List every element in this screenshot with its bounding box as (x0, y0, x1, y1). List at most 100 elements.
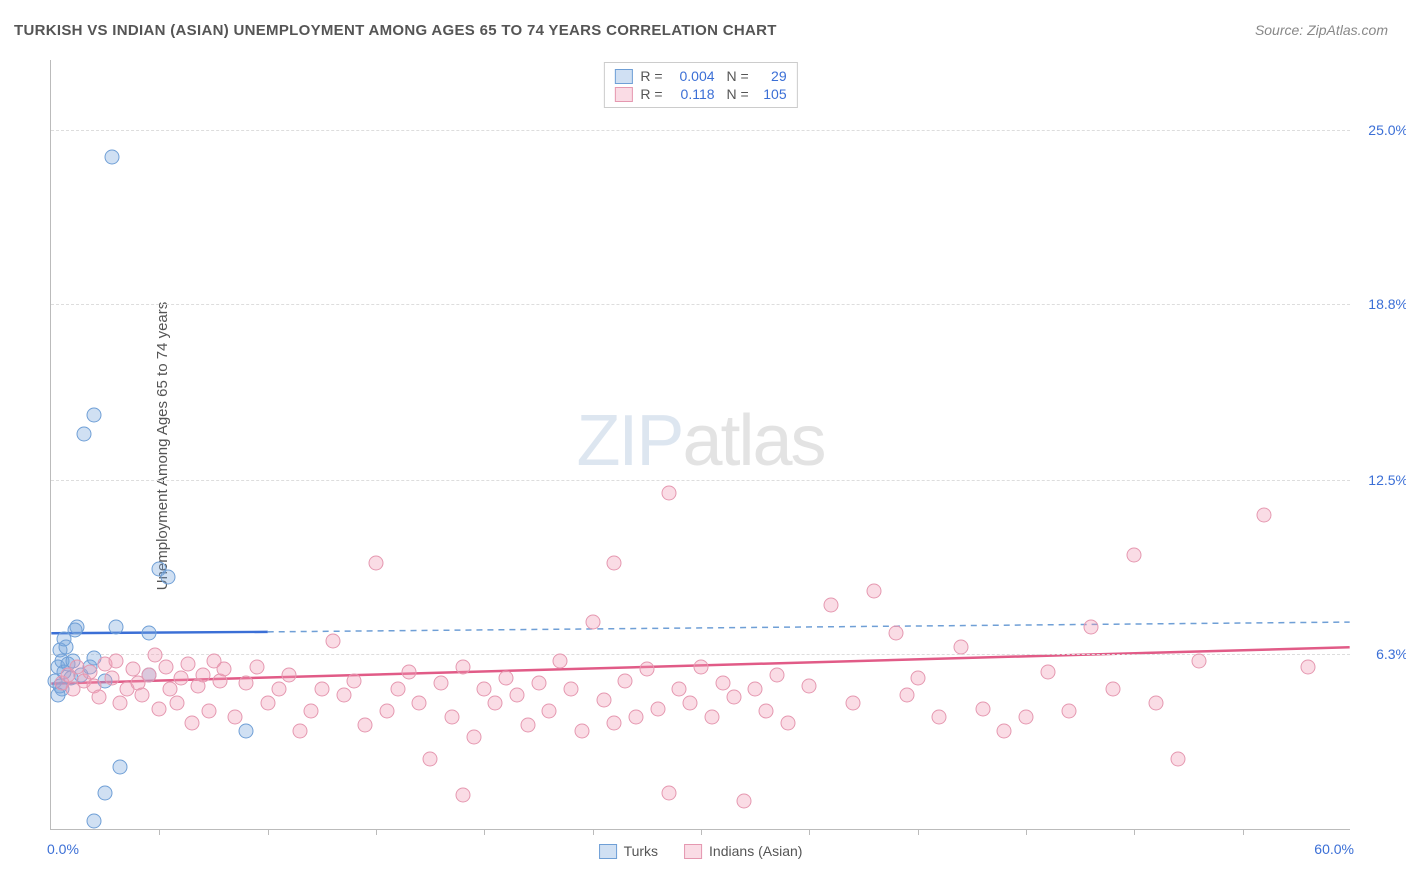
scatter-point-indians (499, 670, 514, 685)
scatter-point-indians (889, 626, 904, 641)
scatter-point-indians (531, 676, 546, 691)
scatter-point-turks (161, 570, 176, 585)
scatter-point-indians (542, 704, 557, 719)
x-tick (701, 829, 702, 835)
scatter-point-indians (607, 556, 622, 571)
scatter-point-indians (444, 710, 459, 725)
watermark: ZIPatlas (576, 399, 824, 481)
legend-r-value-0: 0.004 (671, 68, 715, 84)
scatter-point-indians (1300, 659, 1315, 674)
scatter-point-indians (1105, 682, 1120, 697)
gridline-h (51, 130, 1350, 131)
legend-r-label: R = (640, 68, 662, 84)
scatter-point-indians (1019, 710, 1034, 725)
scatter-point-indians (369, 556, 384, 571)
scatter-point-indians (455, 659, 470, 674)
scatter-point-indians (304, 704, 319, 719)
scatter-point-indians (180, 656, 195, 671)
y-tick-label: 6.3% (1354, 646, 1406, 662)
scatter-point-indians (910, 670, 925, 685)
scatter-point-indians (748, 682, 763, 697)
legend-n-label: N = (723, 68, 749, 84)
scatter-point-indians (390, 682, 405, 697)
legend-bottom: Turks Indians (Asian) (599, 843, 803, 859)
scatter-point-indians (109, 654, 124, 669)
gridline-h (51, 304, 1350, 305)
scatter-point-indians (113, 696, 128, 711)
legend-top-row-1: R = 0.118 N = 105 (614, 85, 786, 103)
scatter-point-indians (618, 673, 633, 688)
scatter-point-indians (1127, 547, 1142, 562)
scatter-point-indians (769, 668, 784, 683)
scatter-point-indians (271, 682, 286, 697)
legend-swatch-1 (614, 87, 632, 102)
scatter-point-indians (141, 668, 156, 683)
scatter-point-indians (379, 704, 394, 719)
scatter-point-indians (802, 679, 817, 694)
chart-source: Source: ZipAtlas.com (1255, 22, 1388, 38)
scatter-point-indians (423, 752, 438, 767)
scatter-point-indians (163, 682, 178, 697)
scatter-point-indians (520, 718, 535, 733)
scatter-point-indians (169, 696, 184, 711)
scatter-point-indians (293, 724, 308, 739)
scatter-point-indians (596, 693, 611, 708)
legend-bottom-label-1: Indians (Asian) (709, 843, 802, 859)
x-tick (376, 829, 377, 835)
scatter-point-indians (1170, 752, 1185, 767)
scatter-point-indians (126, 662, 141, 677)
x-axis-max-label: 60.0% (1314, 841, 1354, 857)
x-axis-min-label: 0.0% (47, 841, 79, 857)
scatter-point-indians (336, 687, 351, 702)
x-tick (918, 829, 919, 835)
scatter-point-indians (661, 486, 676, 501)
scatter-point-indians (607, 715, 622, 730)
scatter-point-indians (314, 682, 329, 697)
scatter-point-indians (135, 687, 150, 702)
x-tick (1243, 829, 1244, 835)
scatter-point-indians (195, 668, 210, 683)
scatter-point-indians (202, 704, 217, 719)
scatter-point-indians (152, 701, 167, 716)
plot-area: ZIPatlas R = 0.004 N = 29 R = 0.118 N = … (50, 60, 1350, 830)
scatter-point-indians (683, 696, 698, 711)
legend-n-label: N = (723, 86, 749, 102)
x-tick (268, 829, 269, 835)
gridline-h (51, 480, 1350, 481)
scatter-point-indians (358, 718, 373, 733)
scatter-point-indians (455, 788, 470, 803)
scatter-point-indians (661, 785, 676, 800)
x-tick (809, 829, 810, 835)
legend-swatch-bottom-0 (599, 844, 617, 859)
scatter-point-indians (83, 665, 98, 680)
scatter-point-indians (509, 687, 524, 702)
legend-bottom-item-0: Turks (599, 843, 658, 859)
legend-top: R = 0.004 N = 29 R = 0.118 N = 105 (603, 62, 797, 108)
scatter-point-indians (715, 676, 730, 691)
legend-r-value-1: 0.118 (671, 86, 715, 102)
scatter-point-indians (650, 701, 665, 716)
scatter-point-indians (726, 690, 741, 705)
scatter-point-indians (867, 584, 882, 599)
legend-r-label: R = (640, 86, 662, 102)
scatter-point-turks (87, 407, 102, 422)
scatter-point-indians (184, 715, 199, 730)
scatter-point-indians (249, 659, 264, 674)
scatter-point-indians (434, 676, 449, 691)
scatter-point-indians (759, 704, 774, 719)
scatter-point-turks (113, 760, 128, 775)
legend-n-value-0: 29 (757, 68, 787, 84)
scatter-point-indians (629, 710, 644, 725)
y-tick-label: 25.0% (1354, 122, 1406, 138)
scatter-point-indians (574, 724, 589, 739)
x-tick (484, 829, 485, 835)
scatter-point-turks (98, 785, 113, 800)
scatter-point-turks (239, 724, 254, 739)
scatter-point-indians (401, 665, 416, 680)
scatter-point-indians (466, 729, 481, 744)
scatter-point-indians (217, 662, 232, 677)
scatter-point-indians (488, 696, 503, 711)
y-tick-label: 18.8% (1354, 296, 1406, 312)
scatter-point-indians (975, 701, 990, 716)
scatter-point-turks (67, 623, 82, 638)
